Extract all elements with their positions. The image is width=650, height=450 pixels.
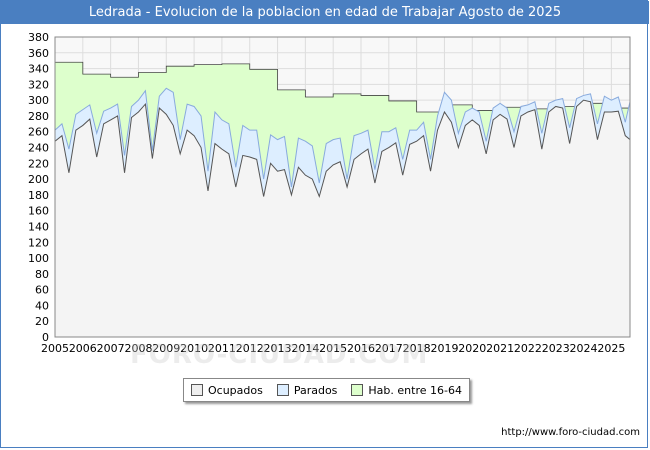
legend-swatch-hab	[351, 384, 364, 396]
x-tick-label: 2018	[403, 342, 431, 355]
x-tick-label: 2020	[458, 342, 486, 355]
y-tick-label: 260	[28, 126, 49, 139]
x-tick-label: 2007	[97, 342, 125, 355]
x-tick-label: 2005	[41, 342, 69, 355]
y-tick-label: 220	[28, 157, 49, 170]
y-tick-label: 120	[28, 236, 49, 249]
x-tick-label: 2022	[514, 342, 542, 355]
ocupados-area	[54, 99, 631, 338]
x-tick-label: 2013	[264, 342, 292, 355]
legend-label-hab: Hab. entre 16-64	[368, 383, 462, 397]
x-tick-label: 2019	[430, 342, 458, 355]
y-tick-label: 20	[35, 315, 49, 328]
y-tick-label: 160	[28, 205, 49, 218]
y-tick-label: 240	[28, 142, 49, 155]
x-tick-label: 2021	[486, 342, 514, 355]
x-tick-label: 2025	[597, 342, 625, 355]
plot-border	[54, 36, 631, 338]
y-axis-ticks: 0 20 40 60 80 100 120 140 160 180 200 220 240 260 280 3…	[28, 31, 49, 344]
legend-swatch-ocupados	[190, 384, 203, 396]
x-tick-label: 2016	[347, 342, 375, 355]
y-tick-label: 60	[35, 284, 49, 297]
legend: Ocupados Parados Hab. entre 16-64	[183, 378, 470, 402]
legend-swatch-parados	[276, 384, 289, 396]
y-tick-label: 80	[35, 268, 49, 281]
chart-title: Ledrada - Evolucion de la poblacion en e…	[1, 1, 649, 24]
x-tick-label: 2009	[152, 342, 180, 355]
x-axis-ticks: 2005 2006 2007 2008 2009 2010 2011 2012 2013 2014…	[41, 342, 625, 355]
y-tick-label: 180	[28, 189, 49, 202]
y-tick-label: 40	[35, 299, 49, 312]
source-url[interactable]: http://www.foro-ciudad.com	[501, 427, 640, 438]
y-tick-label: 200	[28, 173, 49, 186]
legend-label-parados: Parados	[293, 383, 338, 397]
x-tick-label: 2008	[124, 342, 152, 355]
y-tick-label: 360	[28, 47, 49, 60]
y-tick-label: 100	[28, 252, 49, 265]
x-tick-label: 2015	[319, 342, 347, 355]
y-tick-label: 300	[28, 94, 49, 107]
y-tick-label: 140	[28, 220, 49, 233]
x-tick-label: 2024	[570, 342, 598, 355]
x-tick-label: 2014	[291, 342, 319, 355]
watermark: FORO-CIUDAD.COM	[130, 340, 429, 370]
legend-item-hab: Hab. entre 16-64	[351, 384, 462, 397]
y-tick-label: 280	[28, 110, 49, 123]
legend-item-ocupados: Ocupados	[190, 383, 263, 397]
y-tick-label: 320	[28, 78, 49, 91]
legend-item-parados: Parados	[276, 383, 338, 397]
x-tick-label: 2023	[542, 342, 570, 355]
y-tick-label: 0	[42, 331, 49, 344]
x-tick-label: 2011	[208, 342, 236, 355]
x-tick-label: 2017	[375, 342, 403, 355]
y-tick-label: 380	[28, 31, 49, 44]
y-tick-label: 340	[28, 63, 49, 76]
x-tick-label: 2010	[180, 342, 208, 355]
x-tick-label: 2012	[236, 342, 264, 355]
x-tick-label: 2006	[69, 342, 97, 355]
legend-label-ocupados: Ocupados	[207, 383, 263, 397]
